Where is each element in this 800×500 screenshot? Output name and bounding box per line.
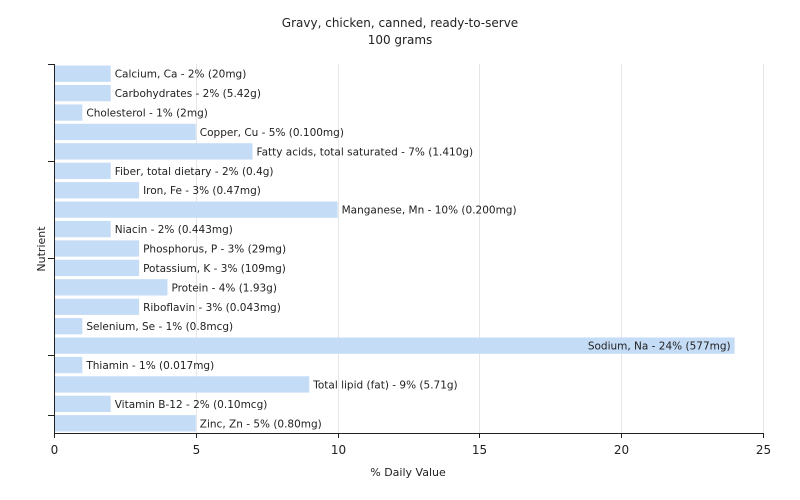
bar bbox=[55, 337, 735, 354]
bar-label: Niacin - 2% (0.443mg) bbox=[115, 224, 233, 236]
bar-label: Riboflavin - 3% (0.043mg) bbox=[143, 302, 281, 314]
bar bbox=[55, 415, 196, 432]
bar bbox=[55, 162, 111, 179]
bar-label: Zinc, Zn - 5% (0.80mg) bbox=[200, 418, 322, 430]
x-axis-title: % Daily Value bbox=[370, 466, 446, 479]
bar-label: Thiamin - 1% (0.017mg) bbox=[85, 360, 214, 372]
bar bbox=[55, 201, 338, 218]
bar-label: Vitamin B-12 - 2% (0.10mcg) bbox=[115, 399, 268, 411]
bar-label: Carbohydrates - 2% (5.42g) bbox=[115, 88, 261, 100]
bars bbox=[55, 65, 735, 432]
bar bbox=[55, 123, 196, 141]
bar bbox=[55, 240, 140, 257]
x-tick-label: 10 bbox=[331, 443, 346, 457]
bar bbox=[55, 356, 83, 374]
bar bbox=[55, 104, 83, 121]
x-tick-label: 20 bbox=[614, 443, 629, 457]
bar-label: Sodium, Na - 24% (577mg) bbox=[588, 341, 731, 353]
bar-label: Fatty acids, total saturated - 7% (1.410… bbox=[257, 146, 474, 158]
x-tick-label: 0 bbox=[51, 443, 59, 457]
x-tick-label: 15 bbox=[472, 443, 487, 457]
bar bbox=[55, 279, 168, 296]
bar bbox=[55, 259, 140, 277]
bar bbox=[55, 65, 111, 82]
bar-label: Fiber, total dietary - 2% (0.4g) bbox=[115, 166, 274, 178]
bar-label: Phosphorus, P - 3% (29mg) bbox=[143, 244, 286, 256]
bar-label: Copper, Cu - 5% (0.100mg) bbox=[200, 127, 344, 139]
bar bbox=[55, 298, 140, 315]
bar-label: Total lipid (fat) - 9% (5.71g) bbox=[312, 379, 457, 391]
y-axis-title: Nutrient bbox=[35, 226, 48, 272]
bar-label: Protein - 4% (1.93g) bbox=[171, 282, 277, 294]
bar-label: Potassium, K - 3% (109mg) bbox=[143, 263, 286, 275]
x-tick-label: 5 bbox=[193, 443, 201, 457]
bar-label: Selenium, Se - 1% (0.8mcg) bbox=[86, 321, 233, 333]
bar bbox=[55, 220, 111, 238]
x-tick-label: 25 bbox=[756, 443, 771, 457]
chart-subtitle: 100 grams bbox=[368, 33, 433, 47]
axes: 0 5 10 15 20 25 bbox=[48, 64, 771, 457]
bar-label: Cholesterol - 1% (2mg) bbox=[86, 108, 208, 120]
bar-label: Manganese, Mn - 10% (0.200mg) bbox=[342, 205, 517, 217]
bar-label: Iron, Fe - 3% (0.47mg) bbox=[143, 185, 261, 197]
bar bbox=[55, 182, 140, 199]
bar bbox=[55, 143, 253, 160]
bar-label: Calcium, Ca - 2% (20mg) bbox=[115, 69, 247, 81]
bar bbox=[55, 376, 310, 393]
chart-title: Gravy, chicken, canned, ready-to-serve bbox=[282, 16, 518, 30]
bar bbox=[55, 395, 111, 413]
gridlines bbox=[196, 64, 764, 433]
bar bbox=[55, 84, 111, 102]
bar-labels: Calcium, Ca - 2% (20mg) Carbohydrates - 2… bbox=[85, 69, 730, 431]
bar bbox=[55, 318, 83, 335]
